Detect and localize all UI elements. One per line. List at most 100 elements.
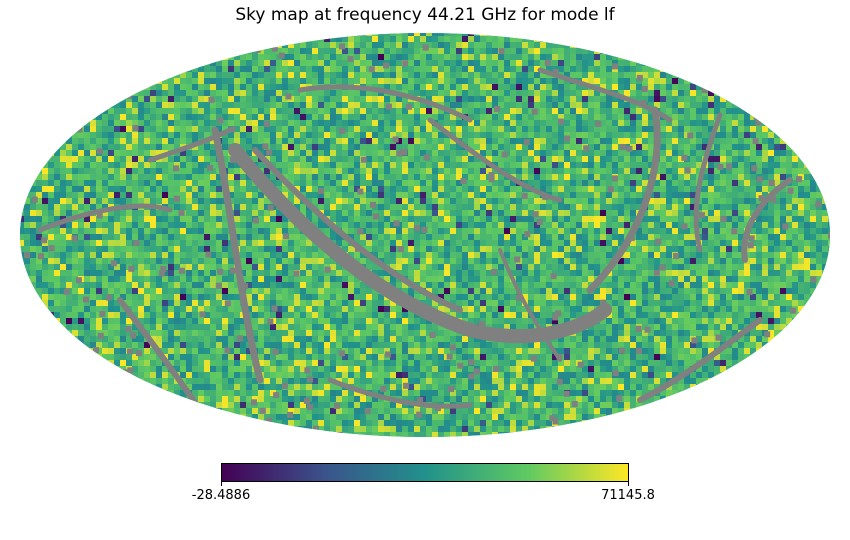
map-pixel	[606, 156, 613, 163]
map-pixel	[288, 60, 295, 67]
map-pixel	[606, 192, 613, 199]
map-pixel	[780, 144, 787, 151]
map-pixel	[708, 150, 715, 157]
map-pixel	[456, 234, 463, 241]
map-pixel	[90, 54, 97, 61]
map-pixel	[282, 156, 289, 163]
map-pixel	[810, 132, 817, 139]
map-pixel	[144, 222, 151, 229]
map-pixel	[702, 114, 709, 121]
map-pixel	[126, 162, 133, 169]
map-pixel	[798, 186, 805, 193]
map-pixel	[558, 234, 565, 241]
map-pixel	[690, 66, 697, 73]
map-pixel	[288, 33, 295, 37]
map-pixel	[606, 36, 613, 43]
map-pixel	[300, 48, 307, 55]
map-pixel	[336, 66, 343, 73]
map-pixel	[150, 240, 157, 247]
map-pixel	[180, 198, 187, 205]
map-pixel	[444, 126, 451, 133]
map-pixel	[72, 210, 79, 217]
map-pixel	[156, 234, 163, 241]
map-pixel	[660, 78, 667, 85]
map-pixel	[498, 126, 505, 133]
map-pixel	[60, 120, 67, 127]
map-pixel	[222, 54, 229, 61]
map-pixel	[690, 102, 697, 109]
map-pixel	[102, 240, 109, 247]
map-pixel	[576, 138, 583, 145]
map-pixel	[396, 108, 403, 115]
map-pixel	[384, 108, 391, 115]
map-pixel	[426, 78, 433, 85]
map-pixel	[828, 114, 830, 121]
map-pixel	[480, 60, 487, 67]
map-pixel	[474, 222, 481, 229]
map-pixel	[228, 36, 235, 43]
map-pixel	[696, 168, 703, 175]
map-pixel	[744, 168, 751, 175]
map-pixel	[666, 156, 673, 163]
map-pixel	[672, 192, 679, 199]
map-pixel	[30, 54, 37, 61]
map-pixel	[828, 186, 830, 193]
map-pixel	[576, 156, 583, 163]
map-pixel	[780, 54, 787, 61]
map-pixel	[378, 108, 385, 115]
map-pixel	[306, 72, 313, 79]
map-pixel	[522, 168, 529, 175]
map-pixel	[816, 33, 823, 37]
map-pixel	[108, 36, 115, 43]
map-pixel	[276, 33, 283, 37]
map-pixel	[156, 90, 163, 97]
map-pixel	[48, 150, 55, 157]
map-pixel	[366, 180, 373, 187]
map-pixel	[492, 222, 499, 229]
map-pixel	[258, 126, 265, 133]
map-pixel	[798, 168, 805, 175]
map-pixel	[342, 126, 349, 133]
map-pixel	[318, 60, 325, 67]
map-pixel	[306, 138, 313, 145]
map-pixel	[294, 180, 301, 187]
map-pixel	[252, 102, 259, 109]
map-pixel	[432, 84, 439, 91]
map-pixel	[192, 60, 199, 67]
map-pixel	[264, 222, 271, 229]
map-pixel	[822, 138, 829, 145]
map-pixel	[792, 180, 799, 187]
map-pixel	[504, 228, 511, 235]
map-pixel	[492, 150, 499, 157]
map-pixel	[612, 60, 619, 67]
map-pixel	[702, 216, 709, 223]
map-pixel	[576, 174, 583, 181]
map-pixel	[480, 138, 487, 145]
map-pixel	[318, 126, 325, 133]
map-pixel	[648, 90, 655, 97]
map-pixel	[108, 33, 115, 37]
map-pixel	[24, 222, 31, 229]
map-pixel	[816, 114, 823, 121]
map-pixel	[780, 114, 787, 121]
map-pixel	[678, 180, 685, 187]
map-pixel	[588, 126, 595, 133]
map-pixel	[258, 198, 265, 205]
map-pixel	[504, 66, 511, 73]
map-pixel	[750, 156, 757, 163]
map-pixel	[528, 90, 535, 97]
map-pixel	[708, 78, 715, 85]
map-pixel	[582, 48, 589, 55]
map-pixel	[576, 33, 583, 37]
map-pixel	[678, 78, 685, 85]
map-pixel	[168, 78, 175, 85]
map-pixel	[384, 36, 391, 43]
map-pixel	[180, 96, 187, 103]
map-pixel	[204, 228, 211, 235]
map-pixel	[96, 102, 103, 109]
map-pixel	[516, 114, 523, 121]
map-pixel	[618, 162, 625, 169]
map-pixel	[738, 72, 745, 79]
map-pixel	[546, 96, 553, 103]
map-pixel	[588, 180, 595, 187]
